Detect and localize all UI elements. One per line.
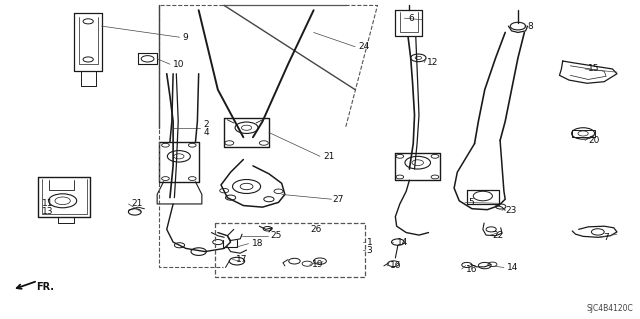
Text: 16: 16 <box>390 261 402 271</box>
Text: 2: 2 <box>204 120 209 129</box>
Text: 4: 4 <box>204 128 209 137</box>
Text: 5: 5 <box>468 198 474 207</box>
Text: 14: 14 <box>507 263 518 272</box>
Text: 22: 22 <box>492 231 504 240</box>
Text: 24: 24 <box>358 42 369 51</box>
Text: 8: 8 <box>527 22 533 31</box>
Text: 27: 27 <box>333 195 344 204</box>
Text: 14: 14 <box>397 238 408 247</box>
Text: 26: 26 <box>310 225 322 234</box>
Text: 3: 3 <box>367 246 372 255</box>
Text: 6: 6 <box>408 14 414 23</box>
Text: 7: 7 <box>603 233 609 242</box>
Text: 13: 13 <box>42 207 54 216</box>
Text: 21: 21 <box>323 152 335 161</box>
Text: FR.: FR. <box>36 282 54 292</box>
Text: 1: 1 <box>367 238 372 247</box>
Text: 21: 21 <box>132 199 143 208</box>
Text: 10: 10 <box>173 60 184 69</box>
Text: 19: 19 <box>312 260 324 269</box>
Text: 20: 20 <box>588 136 600 145</box>
Text: 12: 12 <box>428 58 438 67</box>
Text: 17: 17 <box>236 255 247 264</box>
Text: 18: 18 <box>252 239 263 248</box>
Text: 15: 15 <box>588 64 600 73</box>
Text: 25: 25 <box>271 231 282 240</box>
Text: 9: 9 <box>182 33 188 42</box>
Text: SJC4B4120C: SJC4B4120C <box>586 304 633 313</box>
Text: 16: 16 <box>466 264 477 274</box>
Text: 11: 11 <box>42 199 54 208</box>
Text: 23: 23 <box>505 206 516 215</box>
